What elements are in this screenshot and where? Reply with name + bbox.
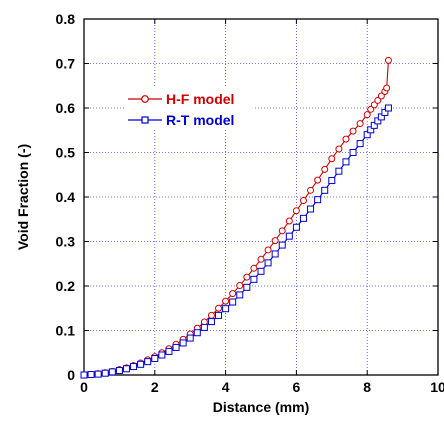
data-point bbox=[201, 324, 207, 330]
data-point bbox=[223, 298, 229, 304]
data-point bbox=[102, 370, 108, 376]
data-point bbox=[173, 344, 179, 350]
data-point bbox=[357, 141, 363, 147]
data-point bbox=[329, 178, 335, 184]
y-tick-label: 0.7 bbox=[56, 56, 76, 72]
data-point bbox=[272, 238, 278, 244]
data-point bbox=[208, 319, 214, 325]
legend: H-F model R-T model bbox=[124, 86, 254, 130]
data-point bbox=[265, 247, 271, 253]
data-point bbox=[251, 276, 257, 282]
series-1 bbox=[81, 105, 391, 378]
data-point bbox=[81, 372, 87, 378]
data-point bbox=[315, 197, 321, 203]
data-point bbox=[230, 299, 236, 305]
data-point bbox=[116, 368, 122, 374]
data-point bbox=[384, 85, 390, 91]
data-point bbox=[88, 372, 94, 378]
data-point bbox=[138, 361, 144, 367]
x-tick-label: 6 bbox=[293, 379, 301, 395]
y-axis-label: Void Fraction (-) bbox=[15, 144, 31, 250]
data-point bbox=[180, 340, 186, 346]
data-point bbox=[293, 208, 299, 214]
x-tick-label: 8 bbox=[363, 379, 371, 395]
data-point bbox=[237, 292, 243, 298]
y-tick-label: 0.2 bbox=[56, 278, 76, 294]
data-point bbox=[95, 371, 101, 377]
data-point bbox=[357, 121, 363, 127]
data-point bbox=[364, 112, 370, 118]
data-point bbox=[329, 156, 335, 162]
data-point bbox=[385, 105, 391, 111]
y-tick-labels: 0 0.1 0.2 0.3 0.4 0.5 0.6 0.7 0.8 bbox=[56, 11, 76, 383]
data-point bbox=[244, 274, 250, 280]
data-point bbox=[336, 146, 342, 152]
data-point bbox=[308, 206, 314, 212]
data-point bbox=[123, 366, 129, 372]
data-point bbox=[279, 242, 285, 248]
data-point bbox=[187, 335, 193, 341]
data-point bbox=[322, 166, 328, 172]
x-tick-label: 4 bbox=[222, 379, 230, 395]
data-point bbox=[322, 187, 328, 193]
data-point bbox=[244, 284, 250, 290]
data-point bbox=[279, 228, 285, 234]
data-point bbox=[223, 306, 229, 312]
data-point bbox=[152, 356, 158, 362]
data-point bbox=[208, 312, 214, 318]
data-point bbox=[343, 159, 349, 165]
legend-label-rt: R-T model bbox=[166, 112, 234, 128]
data-point bbox=[265, 260, 271, 266]
data-point bbox=[336, 168, 342, 174]
x-tick-label: 10 bbox=[430, 379, 444, 395]
y-tick-label: 0.4 bbox=[56, 189, 76, 205]
data-point bbox=[145, 359, 151, 365]
data-point bbox=[300, 198, 306, 204]
data-point bbox=[272, 251, 278, 257]
data-point bbox=[159, 352, 165, 358]
data-point bbox=[315, 177, 321, 183]
data-point bbox=[194, 330, 200, 336]
legend-marker-square bbox=[142, 117, 148, 123]
data-point bbox=[343, 136, 349, 142]
y-tick-label: 0.1 bbox=[56, 323, 76, 339]
data-point bbox=[286, 233, 292, 239]
data-point bbox=[131, 364, 137, 370]
y-tick-label: 0.3 bbox=[56, 234, 76, 250]
data-point bbox=[230, 291, 236, 297]
data-point bbox=[300, 215, 306, 221]
data-point bbox=[237, 283, 243, 289]
legend-marker-circle bbox=[142, 96, 149, 103]
x-tick-labels: 0 2 4 6 8 10 bbox=[80, 379, 444, 395]
data-point bbox=[216, 305, 222, 311]
y-tick-label: 0 bbox=[67, 367, 75, 383]
legend-label-hf: H-F model bbox=[166, 91, 234, 107]
x-tick-label: 2 bbox=[151, 379, 159, 395]
data-point bbox=[251, 265, 257, 271]
data-point bbox=[109, 369, 115, 375]
x-axis-label: Distance (mm) bbox=[213, 399, 309, 415]
data-point bbox=[350, 128, 356, 134]
data-point bbox=[258, 268, 264, 274]
y-tick-label: 0.8 bbox=[56, 11, 76, 27]
y-tick-label: 0.6 bbox=[56, 100, 76, 116]
x-tick-label: 0 bbox=[80, 379, 88, 395]
data-point bbox=[350, 150, 356, 156]
data-point bbox=[308, 187, 314, 193]
data-point bbox=[258, 256, 264, 262]
data-point bbox=[293, 224, 299, 230]
data-point bbox=[385, 57, 391, 63]
data-point bbox=[286, 218, 292, 224]
data-point bbox=[216, 312, 222, 318]
y-tick-label: 0.5 bbox=[56, 145, 76, 161]
grid-lines bbox=[84, 19, 438, 375]
data-point bbox=[166, 348, 172, 354]
